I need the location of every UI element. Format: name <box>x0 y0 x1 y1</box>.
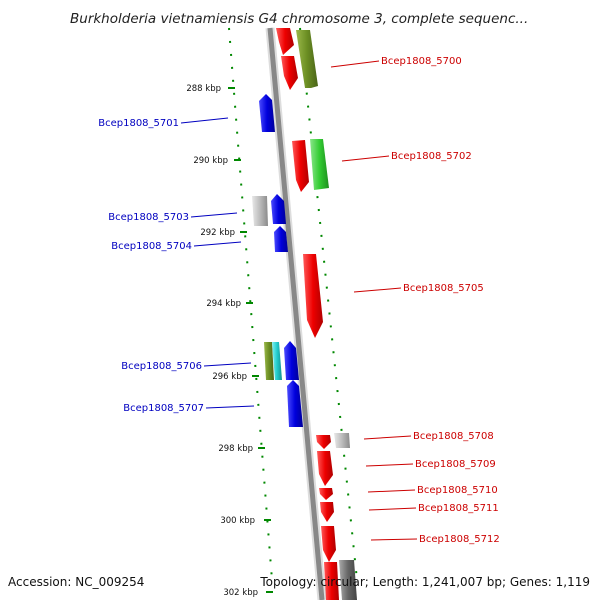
gene-arrow[interactable] <box>296 30 318 88</box>
tick-label: 290 kbp <box>193 156 228 166</box>
backbone <box>267 27 325 600</box>
gene-arrow[interactable] <box>281 56 298 90</box>
gene-label[interactable]: Bcep1808_5706 <box>121 361 202 372</box>
tick-label: 300 kbp <box>220 516 255 526</box>
gene-label[interactable]: Bcep1808_5702 <box>391 151 472 162</box>
inner-dotted-track <box>228 27 273 581</box>
topology-text: Topology: circular; Length: 1,241,007 bp… <box>259 575 590 589</box>
gene-arrow[interactable] <box>303 254 323 338</box>
gene-arrow[interactable] <box>339 560 357 600</box>
gene-arrow[interactable] <box>287 380 303 427</box>
leader-line <box>370 538 418 541</box>
map-title: Burkholderia vietnamiensis G4 chromosome… <box>70 11 528 27</box>
leader-line <box>353 287 402 293</box>
gene-arrow[interactable] <box>317 451 333 486</box>
gene-arrow[interactable] <box>272 342 282 380</box>
leader-line <box>368 507 417 511</box>
gene-arrow[interactable] <box>319 488 333 500</box>
leader-line <box>363 435 412 440</box>
gene-arrow[interactable] <box>292 140 309 192</box>
leader-line <box>190 212 238 218</box>
tick-label: 292 kbp <box>200 228 235 238</box>
kbp-labels: 288 kbp 290 kbp 292 kbp 294 kbp 296 kbp … <box>186 84 258 598</box>
gene-arrow[interactable] <box>252 196 268 226</box>
gene-label[interactable]: Bcep1808_5704 <box>111 241 192 252</box>
tick-label: 296 kbp <box>212 372 247 382</box>
forward-strand-genes <box>276 28 357 600</box>
leader-line <box>341 155 390 162</box>
gene-label[interactable]: Bcep1808_5710 <box>417 485 498 496</box>
gene-arrow[interactable] <box>276 28 294 55</box>
reverse-strand-genes <box>252 94 303 427</box>
tick-label: 302 kbp <box>223 588 258 598</box>
gene-label[interactable]: Bcep1808_5700 <box>381 56 462 67</box>
leader-line <box>330 60 380 68</box>
tick-label: 298 kbp <box>218 444 253 454</box>
leader-line <box>203 362 252 367</box>
tick-label: 294 kbp <box>206 299 241 309</box>
gene-label[interactable]: Bcep1808_5701 <box>98 118 179 129</box>
gene-arrow[interactable] <box>271 194 286 224</box>
leader-line <box>193 241 242 247</box>
gene-label[interactable]: Bcep1808_5711 <box>418 503 499 514</box>
gene-arrow[interactable] <box>264 342 274 380</box>
leader-line <box>180 117 229 124</box>
gene-arrow[interactable] <box>324 562 339 600</box>
accession-text: Accession: NC_009254 <box>8 575 144 589</box>
tick-label: 288 kbp <box>186 84 221 94</box>
gene-label[interactable]: Bcep1808_5709 <box>415 459 496 470</box>
forward-gene-labels: Bcep1808_5700 Bcep1808_5702 Bcep1808_570… <box>381 56 500 545</box>
gene-arrow[interactable] <box>320 502 334 522</box>
gene-arrow[interactable] <box>284 341 299 380</box>
leader-line <box>367 489 416 493</box>
leader-line <box>365 463 414 467</box>
gene-label[interactable]: Bcep1808_5712 <box>419 534 500 545</box>
reverse-gene-labels: Bcep1808_5701 Bcep1808_5703 Bcep1808_570… <box>98 118 204 414</box>
kbp-ticks <box>228 87 273 593</box>
gene-label[interactable]: Bcep1808_5708 <box>413 431 494 442</box>
gene-arrow[interactable] <box>321 526 336 562</box>
gene-label[interactable]: Bcep1808_5703 <box>108 212 189 223</box>
gene-label[interactable]: Bcep1808_5705 <box>403 283 484 294</box>
outer-dotted-track <box>299 27 358 581</box>
gene-arrow[interactable] <box>334 433 350 448</box>
leader-lines <box>180 60 418 541</box>
gene-arrow[interactable] <box>316 435 331 449</box>
gene-arrow[interactable] <box>259 94 275 132</box>
gene-label[interactable]: Bcep1808_5707 <box>123 403 204 414</box>
gene-arrow[interactable] <box>274 226 288 252</box>
gene-arrow[interactable] <box>310 139 329 190</box>
leader-line <box>205 405 255 409</box>
